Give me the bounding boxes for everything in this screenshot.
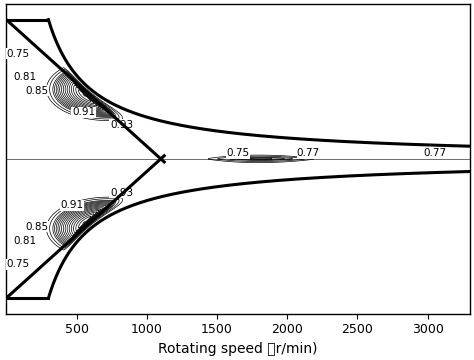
Text: 0.77: 0.77 <box>297 148 320 158</box>
Text: 0.91: 0.91 <box>61 200 84 210</box>
Text: 0.77: 0.77 <box>423 148 447 158</box>
Text: 0.85: 0.85 <box>26 222 49 232</box>
Text: 0.75: 0.75 <box>7 49 30 59</box>
Text: 0.85: 0.85 <box>26 86 49 96</box>
Text: 0.75: 0.75 <box>227 148 250 158</box>
Text: 0.81: 0.81 <box>13 236 36 246</box>
Text: 0.75: 0.75 <box>7 259 30 269</box>
Text: 0.81: 0.81 <box>13 72 36 82</box>
Text: 0.93: 0.93 <box>110 188 133 198</box>
Text: 0.93: 0.93 <box>110 120 133 130</box>
X-axis label: Rotating speed （r/min): Rotating speed （r/min) <box>158 342 318 356</box>
Text: 0.91: 0.91 <box>72 107 95 117</box>
